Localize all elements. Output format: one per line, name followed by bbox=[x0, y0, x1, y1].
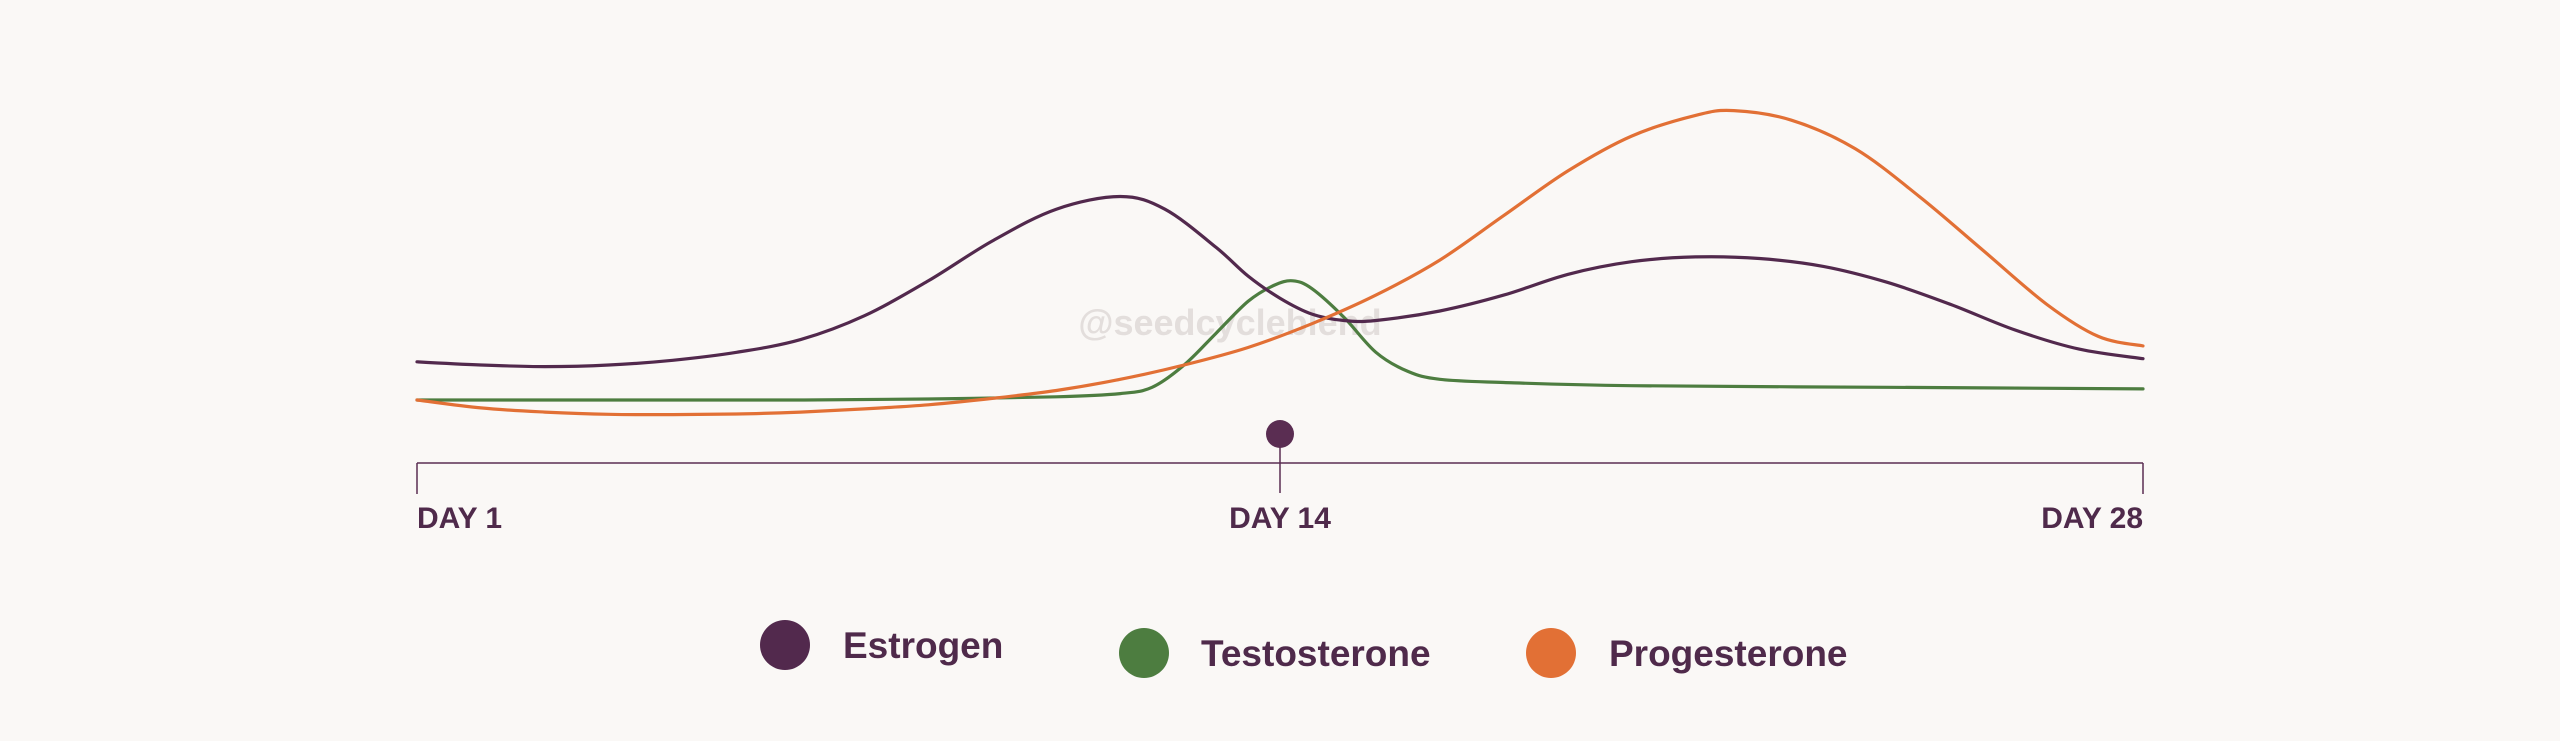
series-line-progesterone bbox=[415, 108, 2145, 417]
x-tick-label: DAY 14 bbox=[1229, 502, 1331, 535]
legend-label-progesterone: Progesterone bbox=[1609, 633, 1848, 674]
legend-label-estrogen: Estrogen bbox=[843, 625, 1003, 666]
watermark-text: @seedcycleblend bbox=[1078, 302, 1381, 343]
ovulation-marker bbox=[1266, 420, 1294, 448]
series-line-estrogen bbox=[415, 194, 2145, 369]
series-line-testosterone bbox=[415, 279, 2145, 402]
legend: Estrogen Testosterone Progesterone bbox=[760, 620, 1848, 678]
series-layer bbox=[415, 108, 2145, 417]
legend-swatch-testosterone bbox=[1119, 628, 1169, 678]
legend-swatch-progesterone bbox=[1526, 628, 1576, 678]
legend-label-testosterone: Testosterone bbox=[1201, 633, 1431, 674]
x-axis: DAY 1 DAY 14 DAY 28 bbox=[416, 420, 2144, 535]
x-tick-label: DAY 28 bbox=[2041, 502, 2143, 535]
x-tick-label: DAY 1 bbox=[417, 502, 502, 535]
legend-swatch-estrogen bbox=[760, 620, 810, 670]
